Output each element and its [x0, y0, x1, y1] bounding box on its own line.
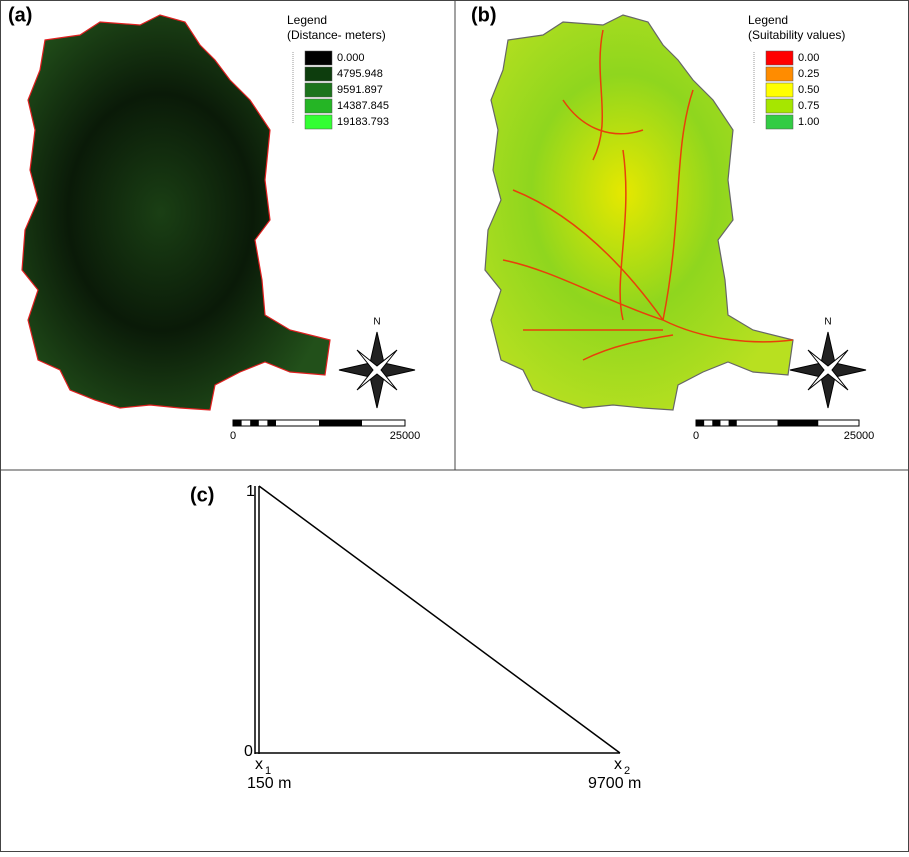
x-symbol: x [255, 756, 263, 773]
x-symbol: x [614, 756, 622, 773]
scale-segment [319, 420, 362, 426]
legend-swatch [305, 83, 332, 97]
legend-title: Legend [748, 13, 788, 27]
scale-segment [696, 420, 704, 426]
legend-title: Legend [287, 13, 327, 27]
legend-swatch [766, 83, 793, 97]
x-distance: 9700 m [588, 775, 641, 792]
function-line [259, 486, 620, 753]
legend-swatch [305, 51, 332, 65]
legend-swatch [766, 115, 793, 129]
scale-label: 25000 [390, 430, 421, 442]
legend-swatch [766, 99, 793, 113]
y-label: 0 [244, 743, 253, 760]
panel-c: (c) 1 0 x 1 150 m x 2 9700 m [190, 483, 641, 792]
map-region [485, 15, 793, 410]
legend-label: 0.50 [798, 84, 819, 96]
legend-swatch [766, 67, 793, 81]
panel-label: (c) [190, 484, 214, 506]
scale-segment [778, 420, 819, 426]
legend-label: 9591.897 [337, 84, 383, 96]
map-region [22, 15, 330, 410]
north-label: N [824, 317, 831, 328]
scale-segment [267, 420, 276, 426]
scale-label: 25000 [844, 430, 875, 442]
panel-b: (b) Legend(Suitability values) 0.00 0.25 0.5… [471, 4, 874, 442]
legend-label: 4795.948 [337, 68, 383, 80]
scale-segment [712, 420, 720, 426]
legend-label: 0.25 [798, 68, 819, 80]
scale-segment [729, 420, 737, 426]
y-label: 1 [246, 483, 255, 500]
panel-a: (a) Legend(Distance- meters) 0.000 4795.948… [8, 4, 420, 442]
legend-label: 0.00 [798, 52, 819, 64]
legend-swatch [305, 67, 332, 81]
scale-segment [250, 420, 259, 426]
panel-label: (a) [8, 4, 32, 26]
scale-segment [233, 420, 242, 426]
figure: (a)Legend(Distance- meters)0.0004795.948… [0, 0, 909, 852]
legend-label: 0.000 [337, 52, 365, 64]
x-distance: 150 m [247, 775, 291, 792]
scale-label: 0 [693, 430, 699, 442]
north-label: N [373, 317, 380, 328]
legend-title: (Suitability values) [748, 28, 845, 42]
legend-title: (Distance- meters) [287, 28, 386, 42]
legend-swatch [305, 115, 332, 129]
scale-label: 0 [230, 430, 236, 442]
legend-label: 14387.845 [337, 100, 389, 112]
legend-label: 19183.793 [337, 116, 389, 128]
legend-label: 0.75 [798, 100, 819, 112]
legend-label: 1.00 [798, 116, 819, 128]
legend-swatch [305, 99, 332, 113]
panel-label: (b) [471, 4, 497, 26]
legend-swatch [766, 51, 793, 65]
